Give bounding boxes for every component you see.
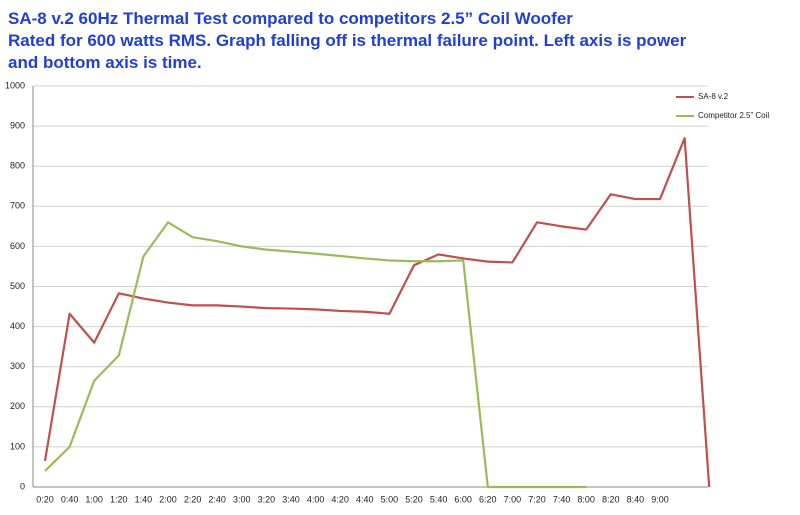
x-tick-label: 9:00 <box>651 494 669 504</box>
x-tick-label: 0:20 <box>36 494 54 504</box>
y-tick-label: 100 <box>10 441 25 451</box>
y-tick-label: 500 <box>10 281 25 291</box>
y-tick-label: 300 <box>10 361 25 371</box>
x-tick-label: 5:20 <box>405 494 423 504</box>
x-tick-label: 7:40 <box>553 494 571 504</box>
x-tick-label: 5:00 <box>381 494 399 504</box>
x-tick-label: 0:40 <box>61 494 79 504</box>
y-tick-label: 600 <box>10 241 25 251</box>
y-tick-label: 800 <box>10 161 25 171</box>
y-tick-label: 1000 <box>5 80 25 90</box>
x-tick-label: 7:20 <box>528 494 546 504</box>
x-tick-label: 4:00 <box>307 494 325 504</box>
legend-label: SA-8 v.2 <box>698 92 729 101</box>
series-line <box>44 221 587 489</box>
x-tick-label: 6:00 <box>454 494 472 504</box>
x-tick-label: 2:40 <box>208 494 226 504</box>
x-tick-label: 8:40 <box>627 494 645 504</box>
y-tick-label: 400 <box>10 321 25 331</box>
x-tick-label: 1:40 <box>135 494 153 504</box>
x-tick-label: 4:40 <box>356 494 374 504</box>
header: SA-8 v.2 60Hz Thermal Test compared to c… <box>8 8 708 74</box>
x-tick-label: 6:20 <box>479 494 497 504</box>
x-tick-label: 3:00 <box>233 494 251 504</box>
x-tick-label: 8:20 <box>602 494 620 504</box>
legend-label: Competitor 2.5” Coil <box>698 111 769 120</box>
y-tick-label: 900 <box>10 120 25 130</box>
y-tick-label: 0 <box>20 481 25 491</box>
chart-title: SA-8 v.2 60Hz Thermal Test compared to c… <box>8 9 573 28</box>
y-tick-label: 700 <box>10 201 25 211</box>
x-tick-label: 4:20 <box>331 494 349 504</box>
x-tick-label: 2:00 <box>159 494 177 504</box>
x-tick-label: 7:00 <box>504 494 522 504</box>
chart-subtitle: Rated for 600 watts RMS. Graph falling o… <box>8 31 687 72</box>
x-tick-label: 1:00 <box>85 494 103 504</box>
x-tick-label: 2:20 <box>184 494 202 504</box>
x-tick-label: 8:00 <box>577 494 595 504</box>
x-tick-label: 3:40 <box>282 494 300 504</box>
x-tick-label: 1:20 <box>110 494 128 504</box>
y-tick-label: 200 <box>10 401 25 411</box>
series-line <box>43 137 711 488</box>
x-tick-label: 5:40 <box>430 494 448 504</box>
x-tick-label: 3:20 <box>258 494 276 504</box>
